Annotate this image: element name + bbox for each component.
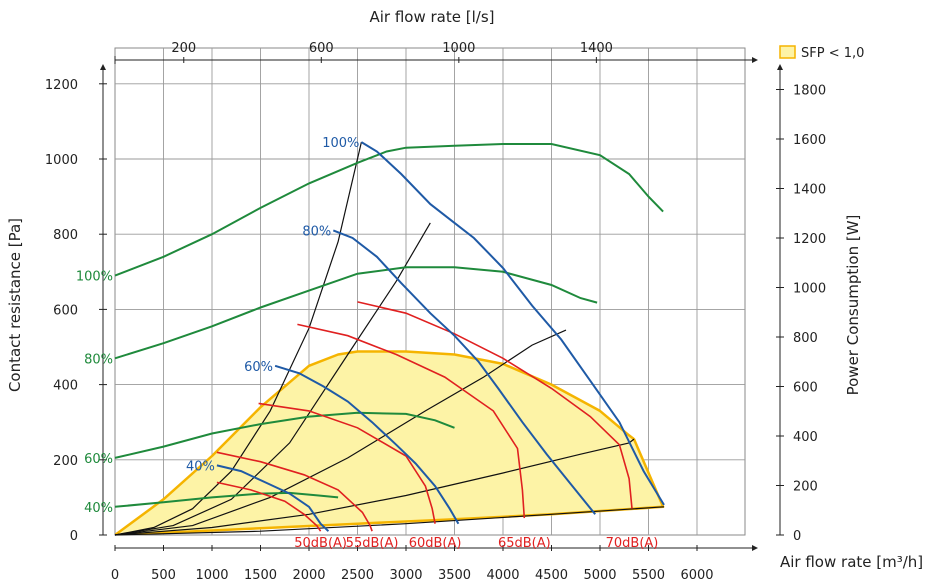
power-curve-label-100pct: 100% [76,270,113,285]
y-axis-title: Contact resistance [Pa] [6,218,24,392]
right-tick-label-1800: 1800 [793,84,826,99]
x-tick-label-1500: 1500 [244,568,277,583]
power-curves-layer [114,143,664,508]
sound-curve-label-50dBa: 50dB(A) [294,536,347,551]
x-tick-label-500: 500 [151,568,176,583]
legend-swatch-sfp [779,45,796,59]
x-tick-label-5000: 5000 [583,568,616,583]
right-tick-label-400: 400 [793,430,818,445]
x-tick-label-6000: 6000 [680,568,713,583]
sound-curve-label-70dBa: 70dB(A) [606,536,659,551]
fan-curve-40pct [216,464,330,532]
sound-curve-70dBa [357,301,633,509]
right-tick-label-1200: 1200 [793,232,826,247]
top-axis-arrow [752,57,758,63]
sound-curve-label-55dBa: 55dB(A) [346,536,399,551]
x-axis-title: Air flow rate [m³/h] [780,553,923,571]
sound-curves-layer [216,301,633,532]
y-tick-label-1200: 1200 [45,78,78,93]
system-curve-5 [114,506,665,536]
y-tick-label-800: 800 [53,228,78,243]
y-axis-arrow [100,64,106,70]
sound-curve-55dBa [216,451,373,532]
x-tick-label-3500: 3500 [438,568,471,583]
fan-curves-layer [216,141,665,532]
right-tick-label-200: 200 [793,480,818,495]
fan-curve-label-60pct: 60% [244,360,273,375]
legend-label-sfp: SFP < 1,0 [801,46,864,61]
x-tick-label-3000: 3000 [389,568,422,583]
top-tick-label-200: 200 [171,41,196,56]
fan-curve-80pct [332,229,596,515]
x-tick-label-2000: 2000 [292,568,325,583]
system-curve-1 [114,141,362,536]
top-tick-label-1400: 1400 [580,41,613,56]
right-tick-label-0: 0 [793,529,801,544]
right-tick-label-1600: 1600 [793,133,826,148]
x-axis-arrow [752,545,758,551]
power-curve-80pct [114,266,598,360]
legend: SFP < 1,0 [779,45,864,61]
right-tick-label-1000: 1000 [793,282,826,297]
sound-curve-60dBa [258,402,436,524]
top-tick-label-600: 600 [309,41,334,56]
top-tick-label-1000: 1000 [442,41,475,56]
y-tick-label-0: 0 [70,529,78,544]
power-curve-60pct [114,411,455,459]
right-tick-label-1400: 1400 [793,183,826,198]
right-axis-arrow [777,64,783,70]
sound-curve-label-60dBa: 60dB(A) [409,536,462,551]
right-axis-title: Power Consumption [W] [844,215,862,396]
sound-curve-50dBa [216,481,322,532]
sound-curve-label-65dBa: 65dB(A) [498,536,551,551]
y-tick-label-600: 600 [53,303,78,318]
x-tick-label-0: 0 [111,568,119,583]
fan-curve-label-100pct: 100% [322,136,359,151]
x-tick-label-4500: 4500 [535,568,568,583]
system-curve-4 [114,438,635,536]
x-tick-label-5500: 5500 [632,568,665,583]
sound-curve-65dBa [297,323,526,519]
top-axis-title: Air flow rate [l/s] [369,8,494,26]
power-curve-label-80pct: 80% [84,352,113,367]
right-tick-label-600: 600 [793,381,818,396]
y-tick-label-400: 400 [53,379,78,394]
right-tick-label-800: 800 [793,331,818,346]
x-tick-label-1000: 1000 [195,568,228,583]
fan-curve-label-40pct: 40% [186,459,215,474]
fan-curve-60pct [274,364,460,525]
fan-curve-100pct [360,141,665,506]
fan-curve-label-80pct: 80% [302,224,331,239]
x-tick-label-4000: 4000 [486,568,519,583]
axes: 0 500 1000 1500 2000 2500 3000 3500 4000 4500 5000… [45,41,826,583]
power-curve-label-40pct: 40% [84,501,113,516]
curve-labels: 100% 80% 60% 40% 100% 80% 60% 40% 50dB(A)55dB(A)… [76,136,659,551]
y-tick-label-1000: 1000 [45,153,78,168]
x-tick-label-2500: 2500 [341,568,374,583]
system-curve-2 [114,222,431,536]
power-curve-label-60pct: 60% [84,452,113,467]
power-curve-100pct [114,143,664,277]
y-tick-label-200: 200 [53,454,78,469]
